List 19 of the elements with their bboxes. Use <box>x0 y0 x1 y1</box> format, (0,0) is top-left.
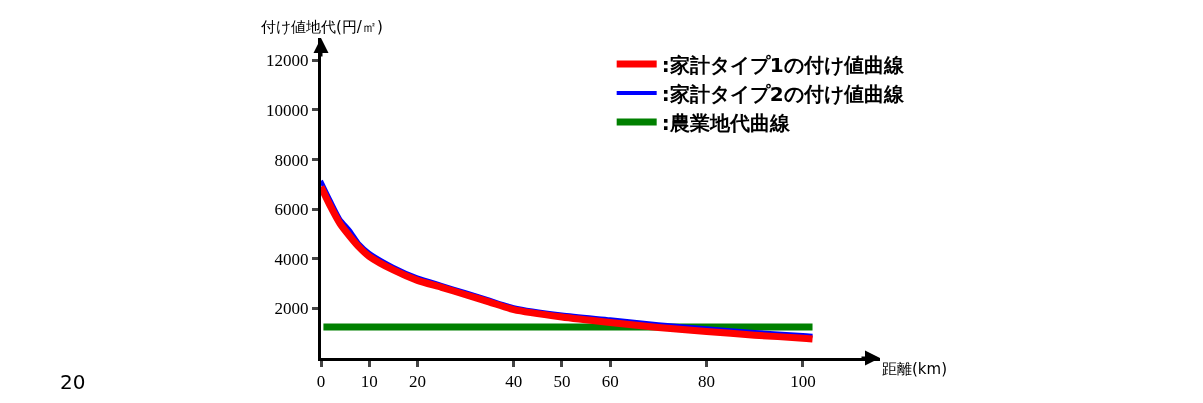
x-tick-label: 10 <box>360 372 378 392</box>
x-tick-label: 0 <box>316 372 326 392</box>
y-tick-label: 6000 <box>274 200 309 220</box>
legend-label: :家計タイプ1の付け値曲線 <box>661 52 905 77</box>
legend-label: :家計タイプ2の付け値曲線 <box>661 81 905 106</box>
legend-label: :農業地代曲線 <box>661 110 791 135</box>
x-tick-label: 50 <box>553 372 571 392</box>
x-axis-title: 距離(km) <box>882 360 948 378</box>
y-axis-title: 付け値地代(円/㎡) <box>260 18 383 36</box>
y-tick-label: 8000 <box>274 150 309 170</box>
x-tick-label: 80 <box>698 372 716 392</box>
x-tick-label: 100 <box>790 372 816 392</box>
x-tick-label: 60 <box>601 372 619 392</box>
x-tick-label: 20 <box>408 372 426 392</box>
x-tick-label: 40 <box>505 372 523 392</box>
y-tick-label: 2000 <box>274 299 309 319</box>
y-tick-label: 10000 <box>266 100 309 120</box>
y-tick-label: 12000 <box>266 51 309 71</box>
y-tick-label: 4000 <box>274 249 309 269</box>
